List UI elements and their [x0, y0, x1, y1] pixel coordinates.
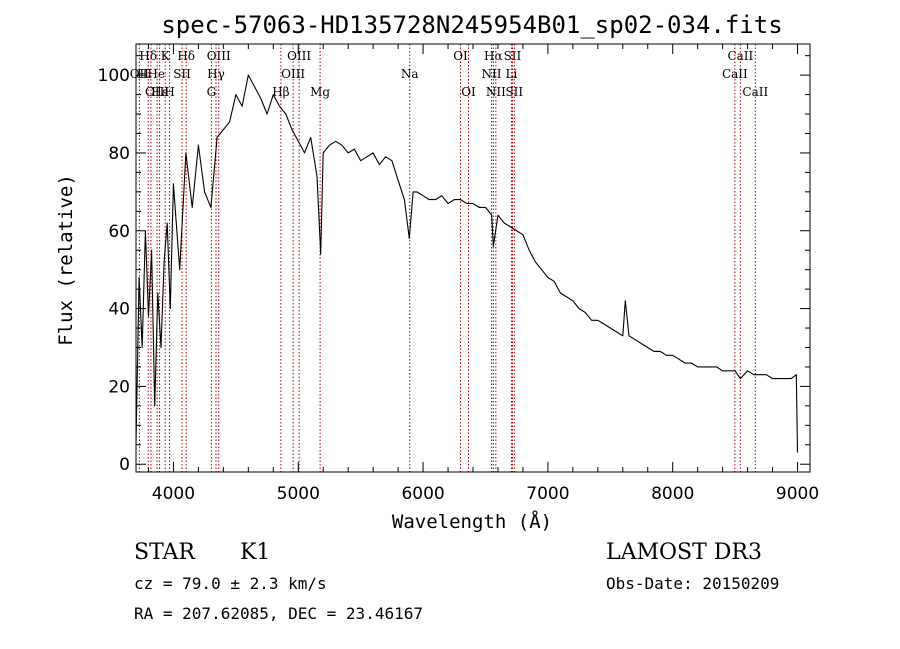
line-marker-label-26: CaII — [722, 67, 748, 81]
line-marker-label-16: Na — [401, 67, 419, 81]
y-tick-label: 40 — [108, 300, 130, 320]
line-marker-label-23: Li — [506, 67, 518, 81]
line-marker-label-27: CaII — [742, 85, 768, 99]
line-marker-label-25: CaII — [727, 49, 753, 63]
survey-name: LAMOST DR3 — [606, 540, 762, 565]
series-spectrum — [135, 74, 799, 453]
line-marker-label-10: Hγ — [207, 67, 225, 81]
plot-frame — [135, 43, 811, 473]
line-marker-label-19: Hα — [484, 49, 503, 63]
line-marker-label-22: SII — [504, 49, 522, 63]
x-tick-label: 7000 — [526, 484, 569, 504]
line-marker-label-15: Mg — [310, 85, 330, 99]
y-tick-label: 100 — [98, 66, 130, 86]
line-marker-label-9: OIII — [207, 49, 231, 63]
x-tick-label: 6000 — [401, 484, 444, 504]
line-marker-label-7: SII — [173, 67, 191, 81]
x-tick-label: 8000 — [651, 484, 694, 504]
line-marker-label-2: HHe — [137, 67, 165, 81]
line-marker-label-3: OIII — [145, 85, 169, 99]
line-marker-label-14: OIII — [287, 49, 311, 63]
line-marker-label-18: OI — [461, 85, 476, 99]
y-axis-label: Flux (relative) — [55, 174, 77, 346]
line-marker-label-17: OI — [453, 49, 468, 63]
redshift-velocity: cz = 79.0 ± 2.3 km/s — [134, 574, 327, 593]
x-axis-label: Wavelength (Å) — [392, 510, 552, 533]
line-marker-label-8: Hδ — [177, 49, 195, 63]
y-tick-label: 20 — [108, 377, 130, 397]
x-tick-label: 9000 — [776, 484, 819, 504]
x-tick-label: 4000 — [152, 484, 195, 504]
x-axis: 4000 5000 6000 7000 8000 9000 — [147, 44, 819, 504]
line-marker-label-5: K — [161, 49, 171, 63]
object-subclass: K1 — [240, 540, 271, 565]
y-tick-label: 0 — [119, 455, 130, 475]
line-marker-label-6: H — [164, 85, 174, 99]
y-tick-label: 60 — [108, 222, 130, 242]
y-axis: 0 20 40 60 80 100 — [98, 55, 810, 475]
line-marker-label-21: NII — [486, 85, 506, 99]
series-group — [135, 74, 799, 453]
line-marker-label-12: Hβ — [272, 85, 289, 99]
coordinates: RA = 207.62085, DEC = 23.46167 — [134, 604, 423, 623]
line-marker-label-1: OII — [130, 67, 150, 81]
object-class: STAR — [134, 540, 195, 565]
line-marker-label-4: Hε — [151, 85, 168, 99]
line-marker-label-20: NII — [481, 67, 501, 81]
line-marker-label-11: G — [207, 85, 217, 99]
observation-date: Obs-Date: 20150209 — [606, 574, 780, 593]
line-marker-label-24: SII — [505, 85, 523, 99]
x-tick-label: 5000 — [277, 484, 320, 504]
y-tick-label: 80 — [108, 144, 130, 164]
line-marker-label-13: OIII — [281, 67, 305, 81]
line-marker-label-0: Hδ — [139, 49, 157, 63]
chart-title: spec-57063-HD135728N245954B01_sp02-034.f… — [161, 11, 782, 39]
